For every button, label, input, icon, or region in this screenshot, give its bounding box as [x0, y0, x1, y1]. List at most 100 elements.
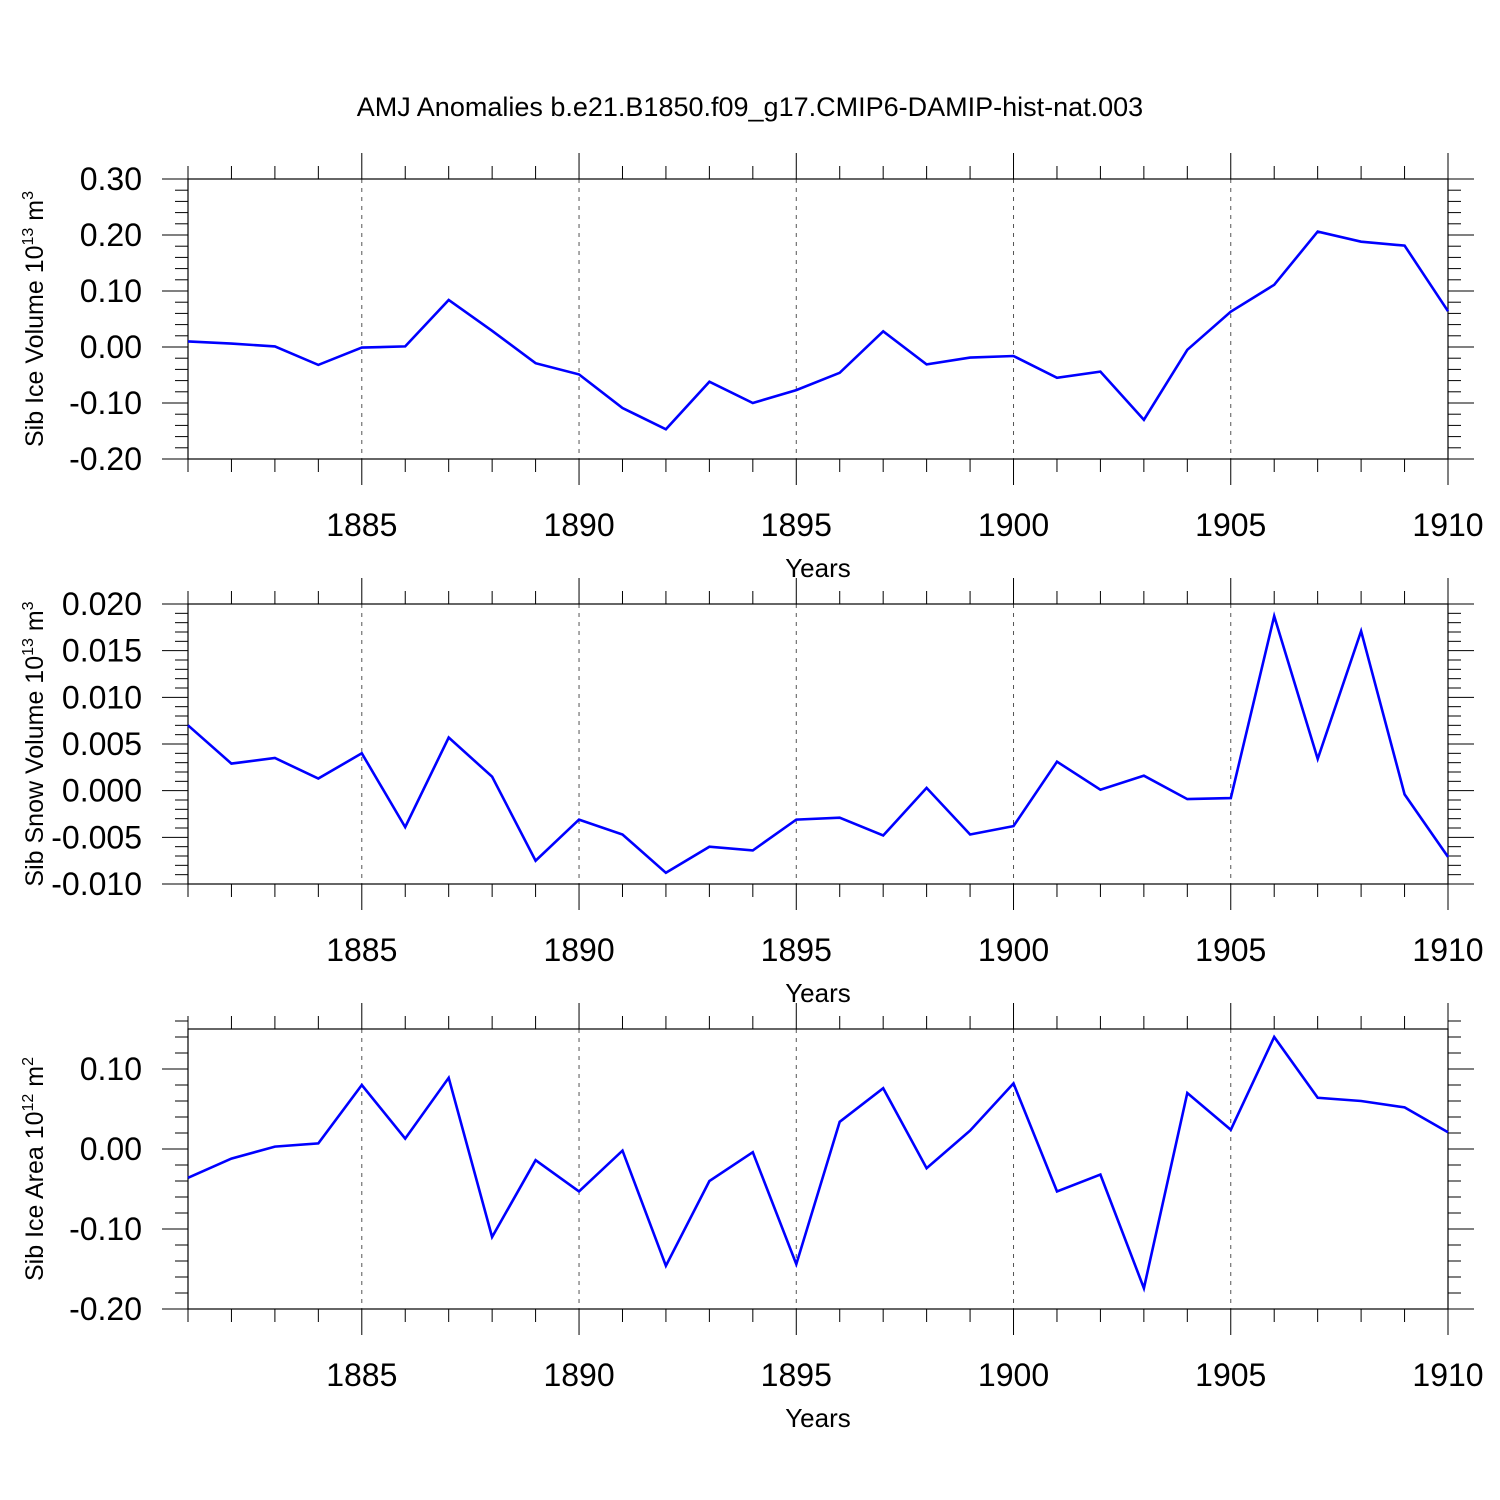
- panels: -0.20 -0.10 0.00 0.10 0.20 0.30 1885 1890 1895 19…: [20, 153, 1484, 1433]
- plot-frame: [187, 178, 1449, 460]
- data-point: [1229, 1128, 1233, 1132]
- x-tick-label: 1890: [543, 507, 614, 543]
- data-point: [1055, 760, 1059, 764]
- data-point: [664, 1264, 668, 1268]
- x-tick-label: 1905: [1195, 507, 1266, 543]
- data-point: [447, 1076, 451, 1080]
- x-ticks: [187, 153, 1449, 485]
- x-tick-label: 1900: [978, 932, 1049, 968]
- y-tick-label: 0.00: [80, 329, 142, 365]
- y-tick-label: 0.10: [80, 1051, 142, 1087]
- data-point: [1012, 1081, 1016, 1085]
- x-axis-title: Years: [785, 1403, 851, 1433]
- y-ticks: [162, 1020, 1474, 1310]
- data-point: [881, 329, 885, 333]
- x-tick-label: 1900: [978, 1357, 1049, 1393]
- data-point: [577, 1189, 581, 1193]
- x-tick-label: 1900: [978, 507, 1049, 543]
- y-tick-label: 0.005: [62, 726, 142, 762]
- y-axis-title-exponent: 12: [20, 1094, 37, 1112]
- data-point: [360, 346, 364, 350]
- x-ticks: [187, 1003, 1449, 1335]
- data-point: [1316, 757, 1320, 761]
- data-point: [229, 342, 233, 346]
- data-point: [620, 833, 624, 837]
- data-point: [707, 380, 711, 384]
- x-tick-label: 1895: [761, 1357, 832, 1393]
- data-point: [360, 1083, 364, 1087]
- plot-frame: [187, 603, 1449, 885]
- y-tick-label: 0.30: [80, 161, 142, 197]
- data-point: [534, 1158, 538, 1162]
- y-axis-title-main: Sib Ice Volume 10: [21, 245, 49, 447]
- data-point: [316, 777, 320, 781]
- data-point: [794, 1262, 798, 1266]
- data-point: [1403, 1105, 1407, 1109]
- y-tick-label: -0.10: [69, 385, 142, 421]
- y-ticks: [162, 178, 1474, 460]
- data-point: [360, 751, 364, 755]
- data-point: [1446, 1130, 1450, 1134]
- data-point: [751, 401, 755, 405]
- data-point: [534, 859, 538, 863]
- y-axis-title-unit-exponent: 3: [20, 601, 37, 610]
- data-point: [881, 833, 885, 837]
- y-axis-title: Sib Snow Volume 1013 m3: [20, 601, 49, 886]
- x-tick-label: 1895: [761, 507, 832, 543]
- x-tick-label: 1885: [326, 507, 397, 543]
- x-tick-label: 1885: [326, 1357, 397, 1393]
- y-axis-title-main: Sib Snow Volume 10: [21, 656, 49, 887]
- data-point: [794, 818, 798, 822]
- x-tick-label: 1895: [761, 932, 832, 968]
- y-axis-title-main: Sib Ice Area 10: [21, 1111, 49, 1281]
- data-point: [838, 816, 842, 820]
- data-point: [707, 845, 711, 849]
- data-point: [229, 1157, 233, 1161]
- panel-2: -0.010 -0.005 0.000 0.005 0.010 0.015 0.020 188…: [20, 578, 1484, 1008]
- data-point: [447, 298, 451, 302]
- data-point: [186, 723, 190, 727]
- data-point: [925, 1166, 929, 1170]
- data-point: [403, 825, 407, 829]
- data-point: [881, 1086, 885, 1090]
- y-axis-title-exponent: 13: [20, 228, 37, 246]
- data-point: [403, 344, 407, 348]
- data-point: [838, 371, 842, 375]
- data-point: [577, 372, 581, 376]
- y-axis-title-unit: m: [21, 610, 49, 638]
- data-point: [838, 1120, 842, 1124]
- y-tick-label: -0.20: [69, 1291, 142, 1327]
- data-point: [925, 786, 929, 790]
- data-point: [664, 427, 668, 431]
- data-point: [1446, 855, 1450, 859]
- data-point: [577, 818, 581, 822]
- y-tick-label: 0.000: [62, 773, 142, 809]
- data-point: [620, 1149, 624, 1153]
- data-point: [316, 1141, 320, 1145]
- data-point: [1229, 310, 1233, 314]
- data-point: [1446, 309, 1450, 313]
- data-point: [1098, 1173, 1102, 1177]
- x-tick-label: 1885: [326, 932, 397, 968]
- panel-3: -0.20 -0.10 0.00 0.10 1885 1890 1895 1900 1905 19…: [20, 1003, 1484, 1433]
- data-point: [1055, 376, 1059, 380]
- data-point: [447, 735, 451, 739]
- data-point: [273, 756, 277, 760]
- y-tick-label: -0.20: [69, 441, 142, 477]
- y-tick-label: 0.20: [80, 217, 142, 253]
- y-tick-label: 0.10: [80, 273, 142, 309]
- data-point: [1272, 283, 1276, 287]
- y-tick-label: -0.10: [69, 1211, 142, 1247]
- data-point: [1229, 796, 1233, 800]
- data-point: [229, 762, 233, 766]
- y-ticks: [162, 603, 1474, 885]
- data-point: [1185, 348, 1189, 352]
- data-point: [925, 362, 929, 366]
- data-point: [490, 1235, 494, 1239]
- data-point: [490, 329, 494, 333]
- x-tick-label: 1890: [543, 1357, 614, 1393]
- data-point: [968, 1129, 972, 1133]
- data-point: [751, 848, 755, 852]
